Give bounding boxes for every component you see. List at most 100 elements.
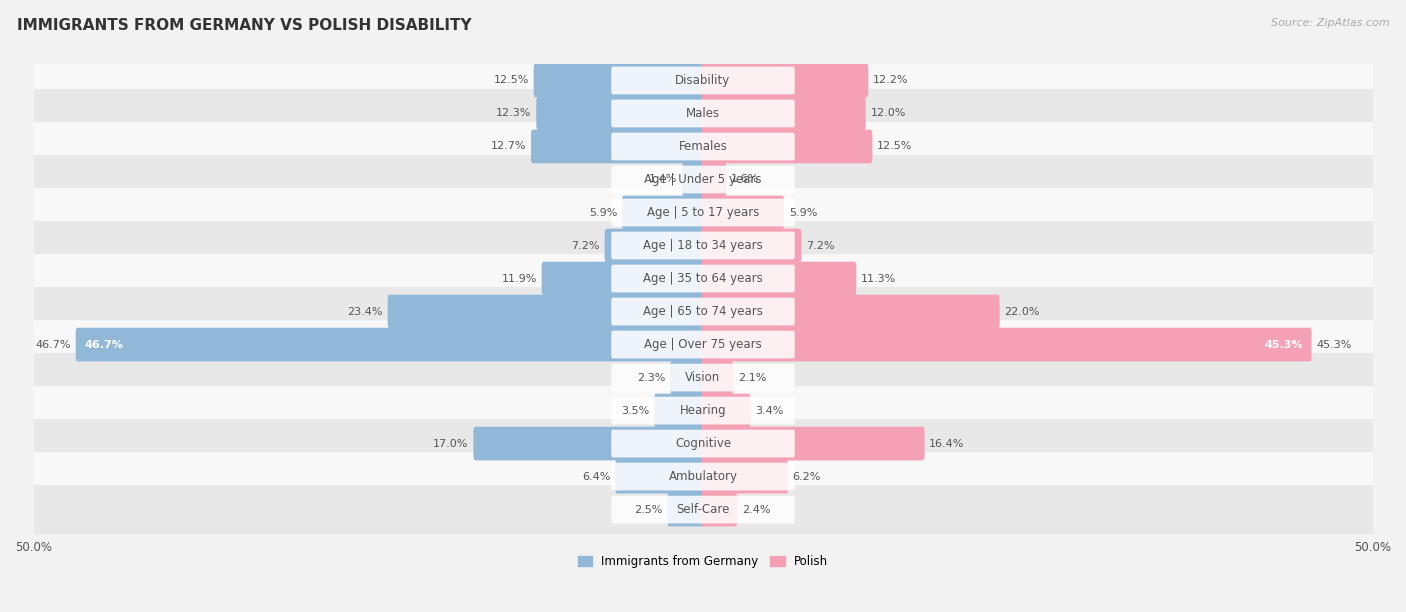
FancyBboxPatch shape: [702, 196, 785, 230]
FancyBboxPatch shape: [474, 427, 704, 460]
FancyBboxPatch shape: [612, 67, 794, 94]
FancyBboxPatch shape: [612, 232, 794, 259]
Text: 11.9%: 11.9%: [502, 274, 537, 283]
FancyBboxPatch shape: [30, 320, 1376, 369]
FancyBboxPatch shape: [702, 360, 733, 394]
Text: 3.4%: 3.4%: [755, 406, 783, 416]
FancyBboxPatch shape: [702, 295, 1000, 329]
Text: 46.7%: 46.7%: [84, 340, 124, 349]
Text: 46.7%: 46.7%: [35, 340, 70, 349]
FancyBboxPatch shape: [702, 427, 925, 460]
Text: Hearing: Hearing: [679, 404, 727, 417]
FancyBboxPatch shape: [702, 262, 856, 296]
Text: 12.7%: 12.7%: [491, 141, 526, 152]
Text: 22.0%: 22.0%: [1004, 307, 1040, 316]
Text: 12.3%: 12.3%: [496, 108, 531, 119]
FancyBboxPatch shape: [702, 493, 737, 526]
FancyBboxPatch shape: [30, 386, 1376, 435]
FancyBboxPatch shape: [612, 430, 794, 457]
Text: 2.4%: 2.4%: [742, 505, 770, 515]
FancyBboxPatch shape: [702, 394, 751, 427]
FancyBboxPatch shape: [612, 199, 794, 226]
Text: Age | Under 5 years: Age | Under 5 years: [644, 173, 762, 186]
FancyBboxPatch shape: [702, 229, 801, 263]
Text: Males: Males: [686, 107, 720, 120]
FancyBboxPatch shape: [671, 360, 704, 394]
Text: 7.2%: 7.2%: [571, 241, 600, 250]
Legend: Immigrants from Germany, Polish: Immigrants from Germany, Polish: [574, 550, 832, 573]
FancyBboxPatch shape: [621, 196, 704, 230]
Text: 3.5%: 3.5%: [621, 406, 650, 416]
Text: 6.2%: 6.2%: [793, 472, 821, 482]
FancyBboxPatch shape: [388, 295, 704, 329]
FancyBboxPatch shape: [30, 419, 1376, 468]
Text: Ambulatory: Ambulatory: [668, 470, 738, 483]
Text: 12.0%: 12.0%: [870, 108, 905, 119]
FancyBboxPatch shape: [612, 496, 794, 523]
FancyBboxPatch shape: [30, 353, 1376, 402]
Text: 12.5%: 12.5%: [877, 141, 912, 152]
FancyBboxPatch shape: [702, 64, 869, 97]
Text: Age | Over 75 years: Age | Over 75 years: [644, 338, 762, 351]
FancyBboxPatch shape: [30, 452, 1376, 501]
Text: Vision: Vision: [685, 371, 721, 384]
Text: 6.4%: 6.4%: [582, 472, 610, 482]
Text: IMMIGRANTS FROM GERMANY VS POLISH DISABILITY: IMMIGRANTS FROM GERMANY VS POLISH DISABI…: [17, 18, 471, 34]
Text: 11.3%: 11.3%: [860, 274, 896, 283]
FancyBboxPatch shape: [612, 264, 794, 293]
FancyBboxPatch shape: [30, 287, 1376, 336]
Text: Source: ZipAtlas.com: Source: ZipAtlas.com: [1271, 18, 1389, 28]
FancyBboxPatch shape: [30, 221, 1376, 270]
Text: Age | 5 to 17 years: Age | 5 to 17 years: [647, 206, 759, 219]
Text: 2.5%: 2.5%: [634, 505, 662, 515]
FancyBboxPatch shape: [702, 460, 787, 493]
FancyBboxPatch shape: [612, 297, 794, 326]
FancyBboxPatch shape: [612, 100, 794, 127]
FancyBboxPatch shape: [605, 229, 704, 263]
FancyBboxPatch shape: [702, 327, 1312, 361]
Text: 23.4%: 23.4%: [347, 307, 382, 316]
FancyBboxPatch shape: [76, 327, 704, 361]
Text: 1.6%: 1.6%: [731, 174, 759, 184]
Text: 17.0%: 17.0%: [433, 439, 468, 449]
FancyBboxPatch shape: [702, 163, 727, 196]
FancyBboxPatch shape: [612, 364, 794, 392]
FancyBboxPatch shape: [30, 485, 1376, 534]
FancyBboxPatch shape: [668, 493, 704, 526]
FancyBboxPatch shape: [541, 262, 704, 296]
Text: Age | 18 to 34 years: Age | 18 to 34 years: [643, 239, 763, 252]
FancyBboxPatch shape: [612, 133, 794, 160]
Text: 5.9%: 5.9%: [589, 207, 617, 217]
Text: 45.3%: 45.3%: [1264, 340, 1303, 349]
Text: 12.5%: 12.5%: [494, 75, 529, 86]
FancyBboxPatch shape: [616, 460, 704, 493]
FancyBboxPatch shape: [702, 97, 866, 130]
FancyBboxPatch shape: [702, 130, 872, 163]
FancyBboxPatch shape: [30, 254, 1376, 303]
Text: Age | 65 to 74 years: Age | 65 to 74 years: [643, 305, 763, 318]
FancyBboxPatch shape: [654, 394, 704, 427]
Text: 2.3%: 2.3%: [637, 373, 665, 382]
Text: Age | 35 to 64 years: Age | 35 to 64 years: [643, 272, 763, 285]
Text: 5.9%: 5.9%: [789, 207, 817, 217]
Text: 45.3%: 45.3%: [1316, 340, 1351, 349]
Text: Disability: Disability: [675, 74, 731, 87]
FancyBboxPatch shape: [30, 122, 1376, 171]
FancyBboxPatch shape: [612, 463, 794, 490]
FancyBboxPatch shape: [30, 89, 1376, 138]
FancyBboxPatch shape: [30, 188, 1376, 237]
Text: 2.1%: 2.1%: [738, 373, 766, 382]
FancyBboxPatch shape: [30, 155, 1376, 204]
FancyBboxPatch shape: [682, 163, 704, 196]
Text: Females: Females: [679, 140, 727, 153]
FancyBboxPatch shape: [536, 97, 704, 130]
FancyBboxPatch shape: [534, 64, 704, 97]
Text: Cognitive: Cognitive: [675, 437, 731, 450]
FancyBboxPatch shape: [612, 166, 794, 193]
Text: 7.2%: 7.2%: [806, 241, 835, 250]
Text: 1.4%: 1.4%: [650, 174, 678, 184]
Text: 16.4%: 16.4%: [929, 439, 965, 449]
FancyBboxPatch shape: [30, 56, 1376, 105]
FancyBboxPatch shape: [531, 130, 704, 163]
FancyBboxPatch shape: [612, 330, 794, 359]
